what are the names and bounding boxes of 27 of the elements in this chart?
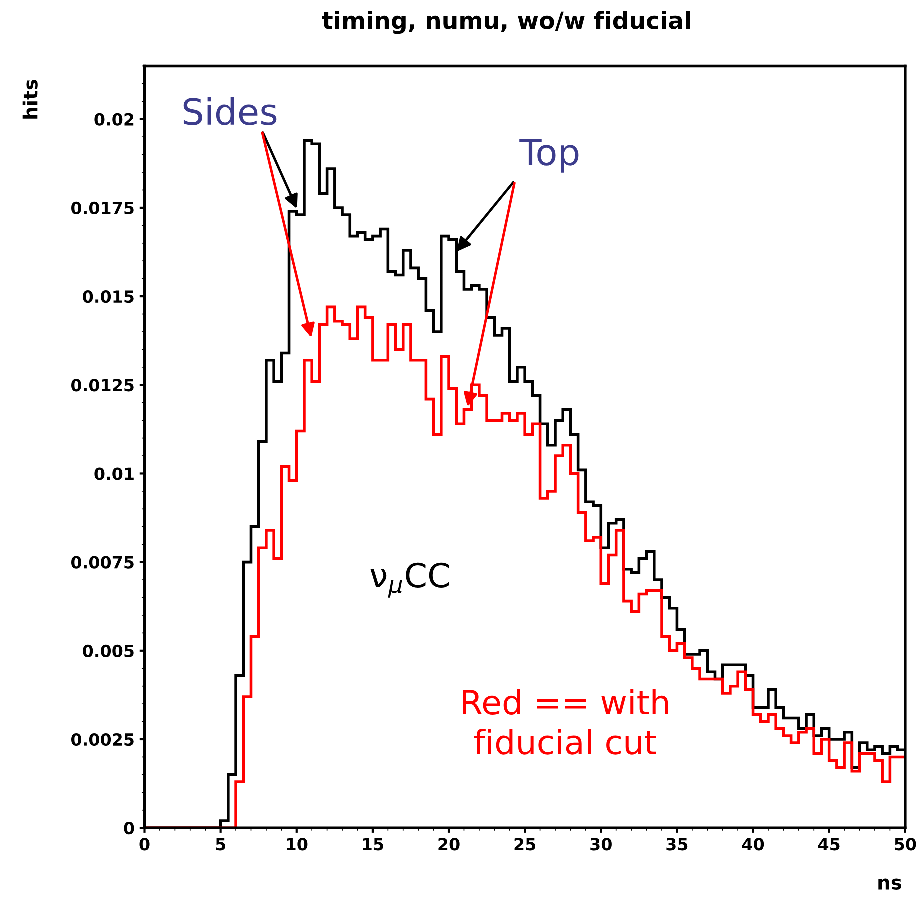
y-tick-label: 0.0125 [72,379,134,392]
y-tick-label: 0.015 [83,290,134,304]
x-tick-label: 20 [438,838,460,851]
y-tick-label: 0.0075 [72,556,134,569]
y-tick-label: 0.0175 [72,202,134,215]
x-tick-label: 10 [287,838,308,851]
y-tick-label: 0.01 [94,468,134,480]
y-tick-label: 0 [124,822,134,835]
chart-title: timing, numu, wo/w fiducial [322,11,690,34]
x-tick-label: 25 [514,838,536,851]
annotation: Sides [184,97,277,126]
x-tick-label: 5 [216,838,226,851]
x-axis-title: ns [878,878,902,890]
y-tick-label: 0.005 [83,644,134,658]
x-tick-label: 45 [818,838,840,851]
y-axis-title: hits [22,80,38,119]
y-tick-label: 0.0025 [72,733,134,746]
x-tick-label: 15 [363,838,384,851]
annotation: Red == with fiducial cut [463,689,668,755]
x-tick-label: 40 [742,838,764,851]
x-tick-label: 50 [895,838,916,851]
x-tick-label: 30 [590,838,612,851]
x-tick-label: 35 [666,838,688,851]
x-tick-label: 0 [140,838,150,851]
annotation: ν$_{μ}$CC [370,562,449,598]
annotation: Top [520,138,579,173]
y-tick-label: 0.02 [94,113,134,126]
